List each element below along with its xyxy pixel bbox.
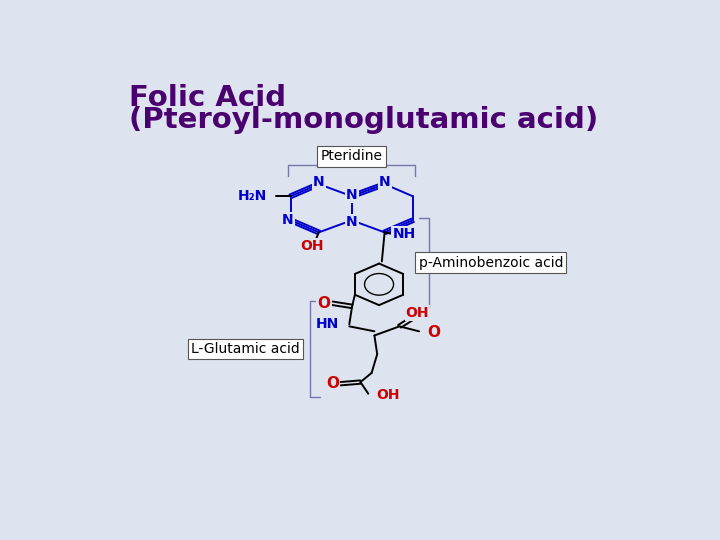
- Text: H₂N: H₂N: [238, 189, 266, 203]
- Text: (Pteroyl-monoglutamic acid): (Pteroyl-monoglutamic acid): [129, 106, 598, 134]
- Text: N: N: [346, 187, 358, 201]
- Text: Folic Acid: Folic Acid: [129, 84, 286, 112]
- Text: OH: OH: [376, 388, 400, 402]
- Text: p-Aminobenzoic acid: p-Aminobenzoic acid: [418, 256, 563, 269]
- Text: OH: OH: [300, 239, 324, 253]
- Text: N: N: [313, 176, 325, 190]
- Text: OH: OH: [405, 306, 429, 320]
- Text: N: N: [346, 215, 358, 229]
- Text: NH: NH: [392, 227, 415, 241]
- Text: O: O: [427, 326, 440, 341]
- Text: L-Glutamic acid: L-Glutamic acid: [191, 342, 300, 356]
- Text: HN: HN: [316, 317, 339, 331]
- Text: Pteridine: Pteridine: [320, 149, 383, 163]
- Text: N: N: [282, 213, 294, 227]
- Text: N: N: [379, 176, 390, 190]
- Text: O: O: [318, 295, 330, 310]
- Text: O: O: [326, 376, 339, 391]
